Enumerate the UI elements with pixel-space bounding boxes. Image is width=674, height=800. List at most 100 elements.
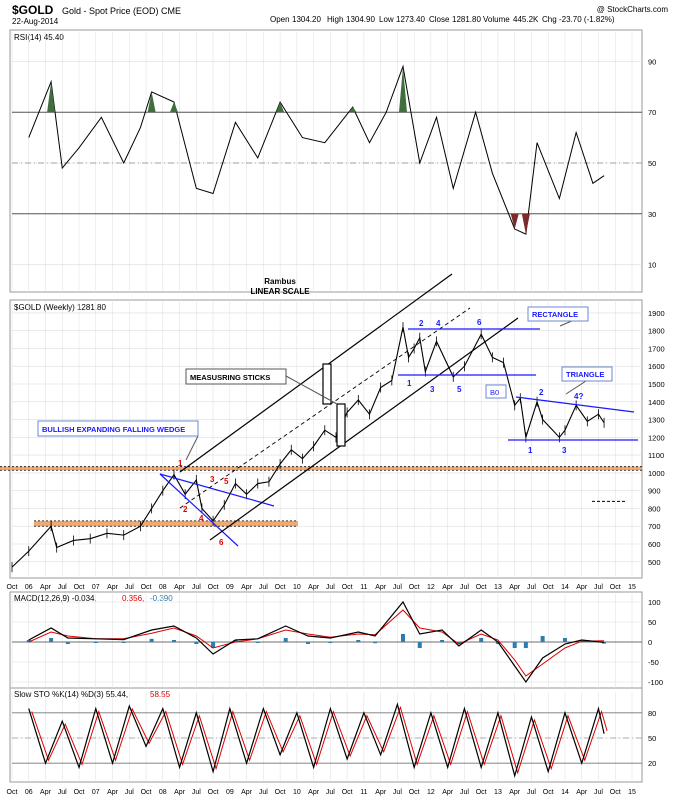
price-y-tick-label: 1500 [648,380,665,389]
macd-y-tick-label: 0 [648,638,652,647]
x-tick-label: 08 [159,584,167,591]
rect-pt-4: 4 [436,319,441,328]
x-tick-label: Apr [241,584,253,591]
high-label: High [327,15,343,24]
high-value: 1304.90 [346,15,375,24]
x-tick-label-bottom: Oct [476,789,487,796]
macd-line [28,600,605,684]
x-tick-label-bottom: Apr [174,789,186,796]
macd-y-tick-label: 50 [648,618,656,627]
tri-pt-2: 2 [539,388,544,397]
triangle-pointer [565,380,587,395]
macd-histogram-bar [26,640,31,642]
x-tick-label: 07 [92,584,100,591]
rsi-y-tick-label: 90 [648,57,656,66]
x-tick-label-bottom: Jul [460,789,469,796]
x-tick-label: Apr [509,584,521,591]
x-tick-label-bottom: Oct [275,789,286,796]
price-y-tick-label: 1100 [648,451,664,460]
x-tick-label: Oct [610,584,621,591]
macd-histogram-bar [255,642,260,643]
x-tick-label-bottom: Oct [141,789,152,796]
channel-lower-line [209,317,519,541]
x-tick-label-bottom: 14 [561,789,569,796]
x-tick-label-bottom: 15 [628,789,636,796]
x-tick-label: Jul [594,584,603,591]
x-tick-label-bottom: Jul [594,789,603,796]
macd-y-tick-label: -50 [648,658,659,667]
x-tick-label-bottom: Jul [393,789,402,796]
sto-k-line [28,702,605,779]
x-tick-label-bottom: Oct [208,789,219,796]
copyright: @ StockCharts.com [597,5,669,14]
wedge-label: BULLISH EXPANDING FALLING WEDGE [42,425,185,434]
macd-histogram-bar [121,642,126,643]
x-tick-label-bottom: Oct [610,789,621,796]
x-tick-label-bottom: 08 [159,789,167,796]
sto-legend-d: 58.55 [150,690,171,699]
price-legend: $GOLD (Weekly) 1281.80 [14,303,106,312]
rsi-y-tick-label: 30 [648,210,656,219]
x-tick-label: 12 [427,584,435,591]
sticks-label: MEASUSRING STICKS [190,373,270,382]
wedge-pt-4: 4 [199,514,204,523]
open-label: Open [270,15,290,24]
price-y-tick-label: 700 [648,522,661,531]
open-value: 1304.20 [292,15,321,24]
measuring-stick-1 [322,363,332,405]
x-tick-label-bottom: 13 [494,789,502,796]
x-tick-label: Oct [543,584,554,591]
price-y-tick-label: 1600 [648,362,665,371]
triangle-label-box [561,366,613,382]
x-tick-label: 14 [561,584,569,591]
macd-histogram-bar [149,638,154,642]
macd-y-tick-label: -100 [648,678,663,687]
x-tick-label: Apr [308,584,320,591]
rectangle-label-box [527,306,589,322]
macd-legend-signal: 0.356, [122,594,144,603]
macd-legend-main: MACD(12,26,9) -0.034, [14,594,97,603]
x-tick-label: Oct [275,584,286,591]
x-tick-label: 15 [628,584,636,591]
macd-histogram-bar [65,642,70,644]
x-tick-label: Jul [527,584,536,591]
x-tick-label: Jul [393,584,402,591]
x-tick-label-bottom: 09 [226,789,234,796]
close-value: 1281.80 [452,15,481,24]
x-tick-label: Jul [460,584,469,591]
x-tick-label: 11 [360,584,367,591]
rect-pt-6: 6 [477,318,482,327]
macd-histogram-bar [306,642,311,644]
x-tick-label-bottom: Apr [308,789,320,796]
x-tick-label: 13 [494,584,502,591]
x-tick-label: 09 [226,584,234,591]
x-tick-label: Apr [40,584,52,591]
rect-pt-3: 3 [430,385,435,394]
x-tick-label: Apr [174,584,186,591]
macd-histogram-bar [283,638,288,642]
price-y-tick-label: 800 [648,504,661,513]
macd-histogram-bar [49,638,54,642]
sto-y-tick-label: 50 [648,734,656,743]
sto-legend-main: Slow STO %K(14) %D(3) 55.44, [14,690,128,699]
macd-panel-frame [9,591,643,689]
triangle-upper-line [515,396,635,413]
channel-upper-line [179,273,453,473]
annotation-labels: BULLISH EXPANDING FALLING WEDGE MEASUSRI… [37,306,613,547]
x-tick-label-bottom: 11 [360,789,367,796]
x-tick-label: Oct [409,584,420,591]
x-tick-label: 10 [293,584,301,591]
chg-label: Chg [542,15,557,24]
macd-histogram-bar [356,640,361,642]
macd-histogram-bar [171,640,176,642]
x-tick-label-bottom: Jul [527,789,536,796]
macd-histogram-bar [523,642,528,648]
triangle-label: TRIANGLE [566,370,604,379]
x-tick-label-bottom: Oct [342,789,353,796]
macd-histogram-bar [211,642,216,648]
wedge-lower-line [159,473,239,547]
header-date: 22-Aug-2014 [12,17,59,26]
x-tick-label: 06 [25,584,33,591]
rsi-y-tick-label: 70 [648,108,656,117]
